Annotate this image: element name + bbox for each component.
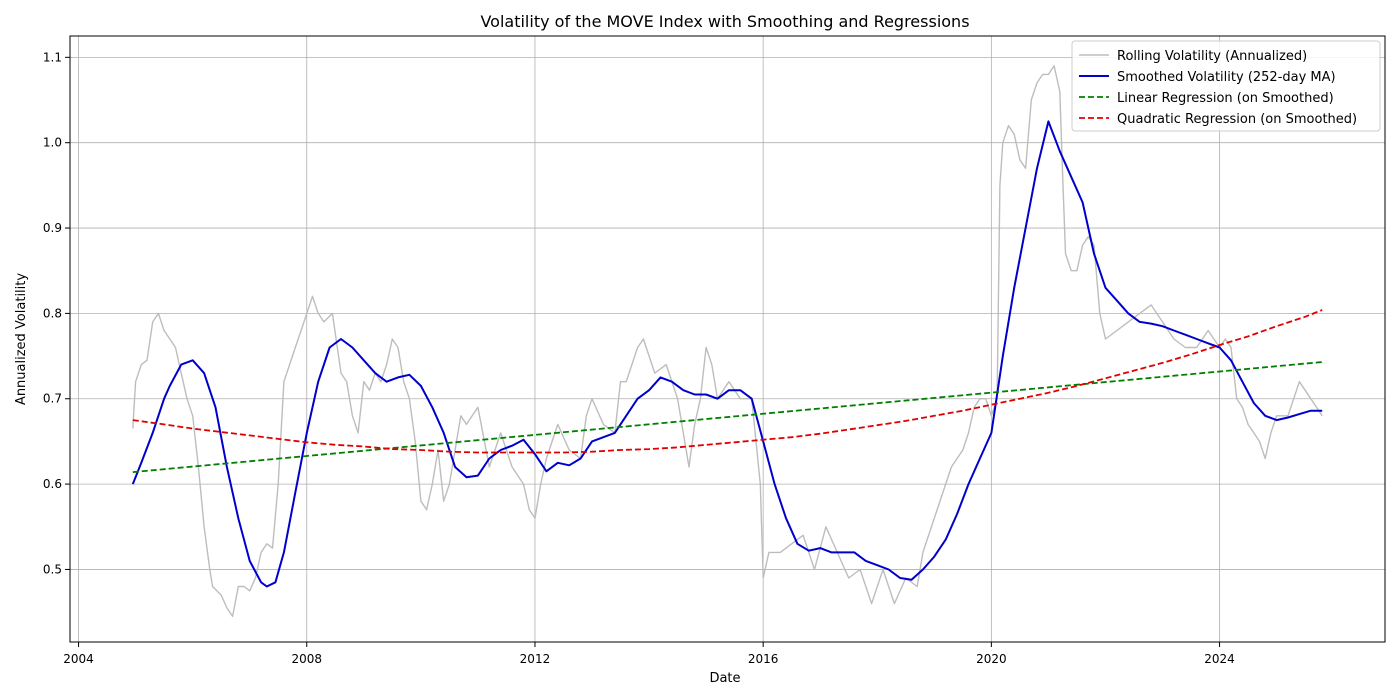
x-axis-label: Date (709, 671, 740, 686)
y-tick-label: 0.9 (43, 221, 62, 235)
x-tick-label: 2008 (291, 652, 322, 666)
x-tick-label: 2004 (63, 652, 94, 666)
y-tick-label: 0.6 (43, 477, 62, 491)
x-tick-label: 2016 (748, 652, 779, 666)
series-line-3 (132, 361, 1323, 473)
y-axis-label: Annualized Volatility (14, 273, 29, 405)
y-tick-label: 1.1 (43, 50, 62, 64)
legend: Rolling Volatility (Annualized) Smoothed … (1071, 40, 1381, 132)
legend-label: Linear Regression (on Smoothed) (1117, 91, 1334, 106)
legend-box (1071, 40, 1381, 132)
legend-label: Smoothed Volatility (252-day MA) (1117, 70, 1336, 85)
y-tick-label: 0.7 (43, 392, 62, 406)
y-tick-label: 0.8 (43, 306, 62, 320)
chart-title: Volatility of the MOVE Index with Smooth… (480, 12, 969, 31)
grid-lines (70, 36, 1385, 642)
plot-frame (69, 35, 1386, 643)
x-tick-label: 2012 (520, 652, 551, 666)
legend-label: Quadratic Regression (on Smoothed) (1117, 112, 1357, 127)
y-tick-label: 1.0 (43, 136, 62, 150)
legend-label: Rolling Volatility (Annualized) (1117, 49, 1307, 64)
series-line-2 (131, 120, 1323, 588)
series-layer (131, 65, 1323, 618)
y-tick-label: 0.5 (43, 562, 62, 576)
x-tick-label: 2024 (1204, 652, 1235, 666)
x-tick-label: 2020 (976, 652, 1007, 666)
axes: 2004 2008 2012 2016 2020 2024 0.5 0.6 0.7 0.8 0.9 1… (43, 50, 1235, 666)
series-line-4 (132, 309, 1323, 454)
